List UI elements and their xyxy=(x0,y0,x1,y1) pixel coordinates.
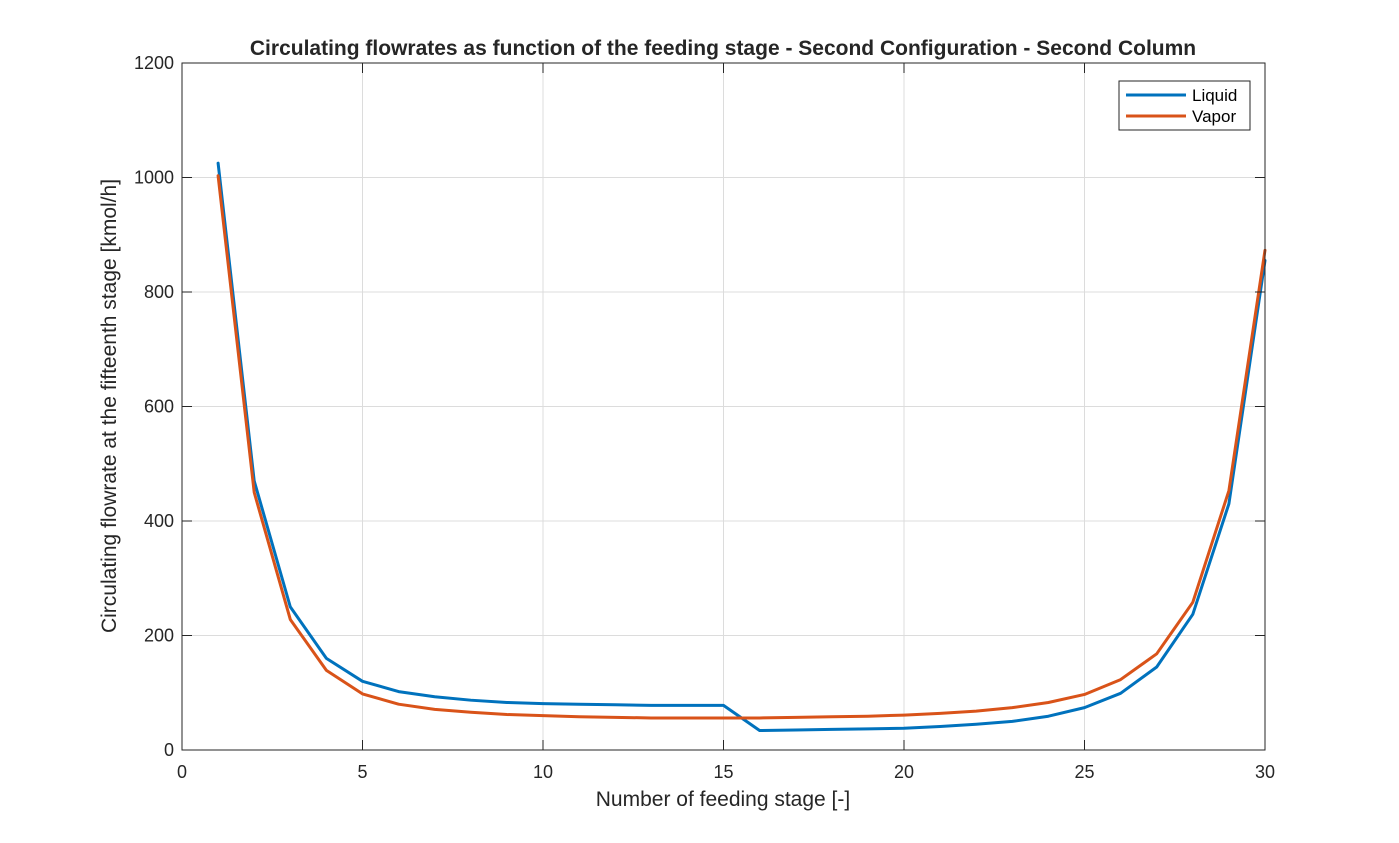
y-tick-label: 400 xyxy=(144,511,174,531)
y-tick-label: 600 xyxy=(144,397,174,417)
series-lines xyxy=(216,161,1267,733)
x-tick-label: 20 xyxy=(894,762,914,782)
grid xyxy=(182,63,1265,750)
x-tick-label: 0 xyxy=(177,762,187,782)
y-axis-label: Circulating flowrate at the fifteenth st… xyxy=(98,179,121,633)
x-tick-label: 15 xyxy=(713,762,733,782)
legend-label-liquid: Liquid xyxy=(1192,86,1237,105)
series-line-vapor xyxy=(216,174,1267,720)
y-tick-label: 1000 xyxy=(134,168,174,188)
x-axis-label: Number of feeding stage [-] xyxy=(596,788,850,811)
chart-title: Circulating flowrates as function of the… xyxy=(250,37,1196,60)
y-tick-label: 800 xyxy=(144,282,174,302)
x-tick-label: 25 xyxy=(1074,762,1094,782)
y-tick-label: 1200 xyxy=(134,53,174,73)
legend-box xyxy=(1118,80,1251,131)
legend: Liquid Vapor xyxy=(1118,80,1251,131)
y-tick-label: 0 xyxy=(164,740,174,760)
y-tick-label: 200 xyxy=(144,626,174,646)
x-tick-label: 5 xyxy=(357,762,367,782)
x-tick-label: 30 xyxy=(1255,762,1275,782)
x-tick-label: 10 xyxy=(533,762,553,782)
axis-ticks: 0 5 10 15 20 25 30 0 200 400 600 800 1000 1200 xyxy=(134,53,1275,782)
legend-label-vapor: Vapor xyxy=(1192,107,1236,126)
